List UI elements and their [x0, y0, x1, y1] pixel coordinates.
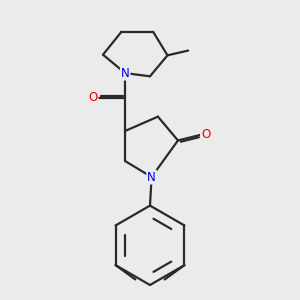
Text: N: N [147, 170, 156, 184]
Text: N: N [121, 67, 130, 80]
Text: O: O [201, 128, 210, 141]
Text: O: O [88, 91, 98, 104]
